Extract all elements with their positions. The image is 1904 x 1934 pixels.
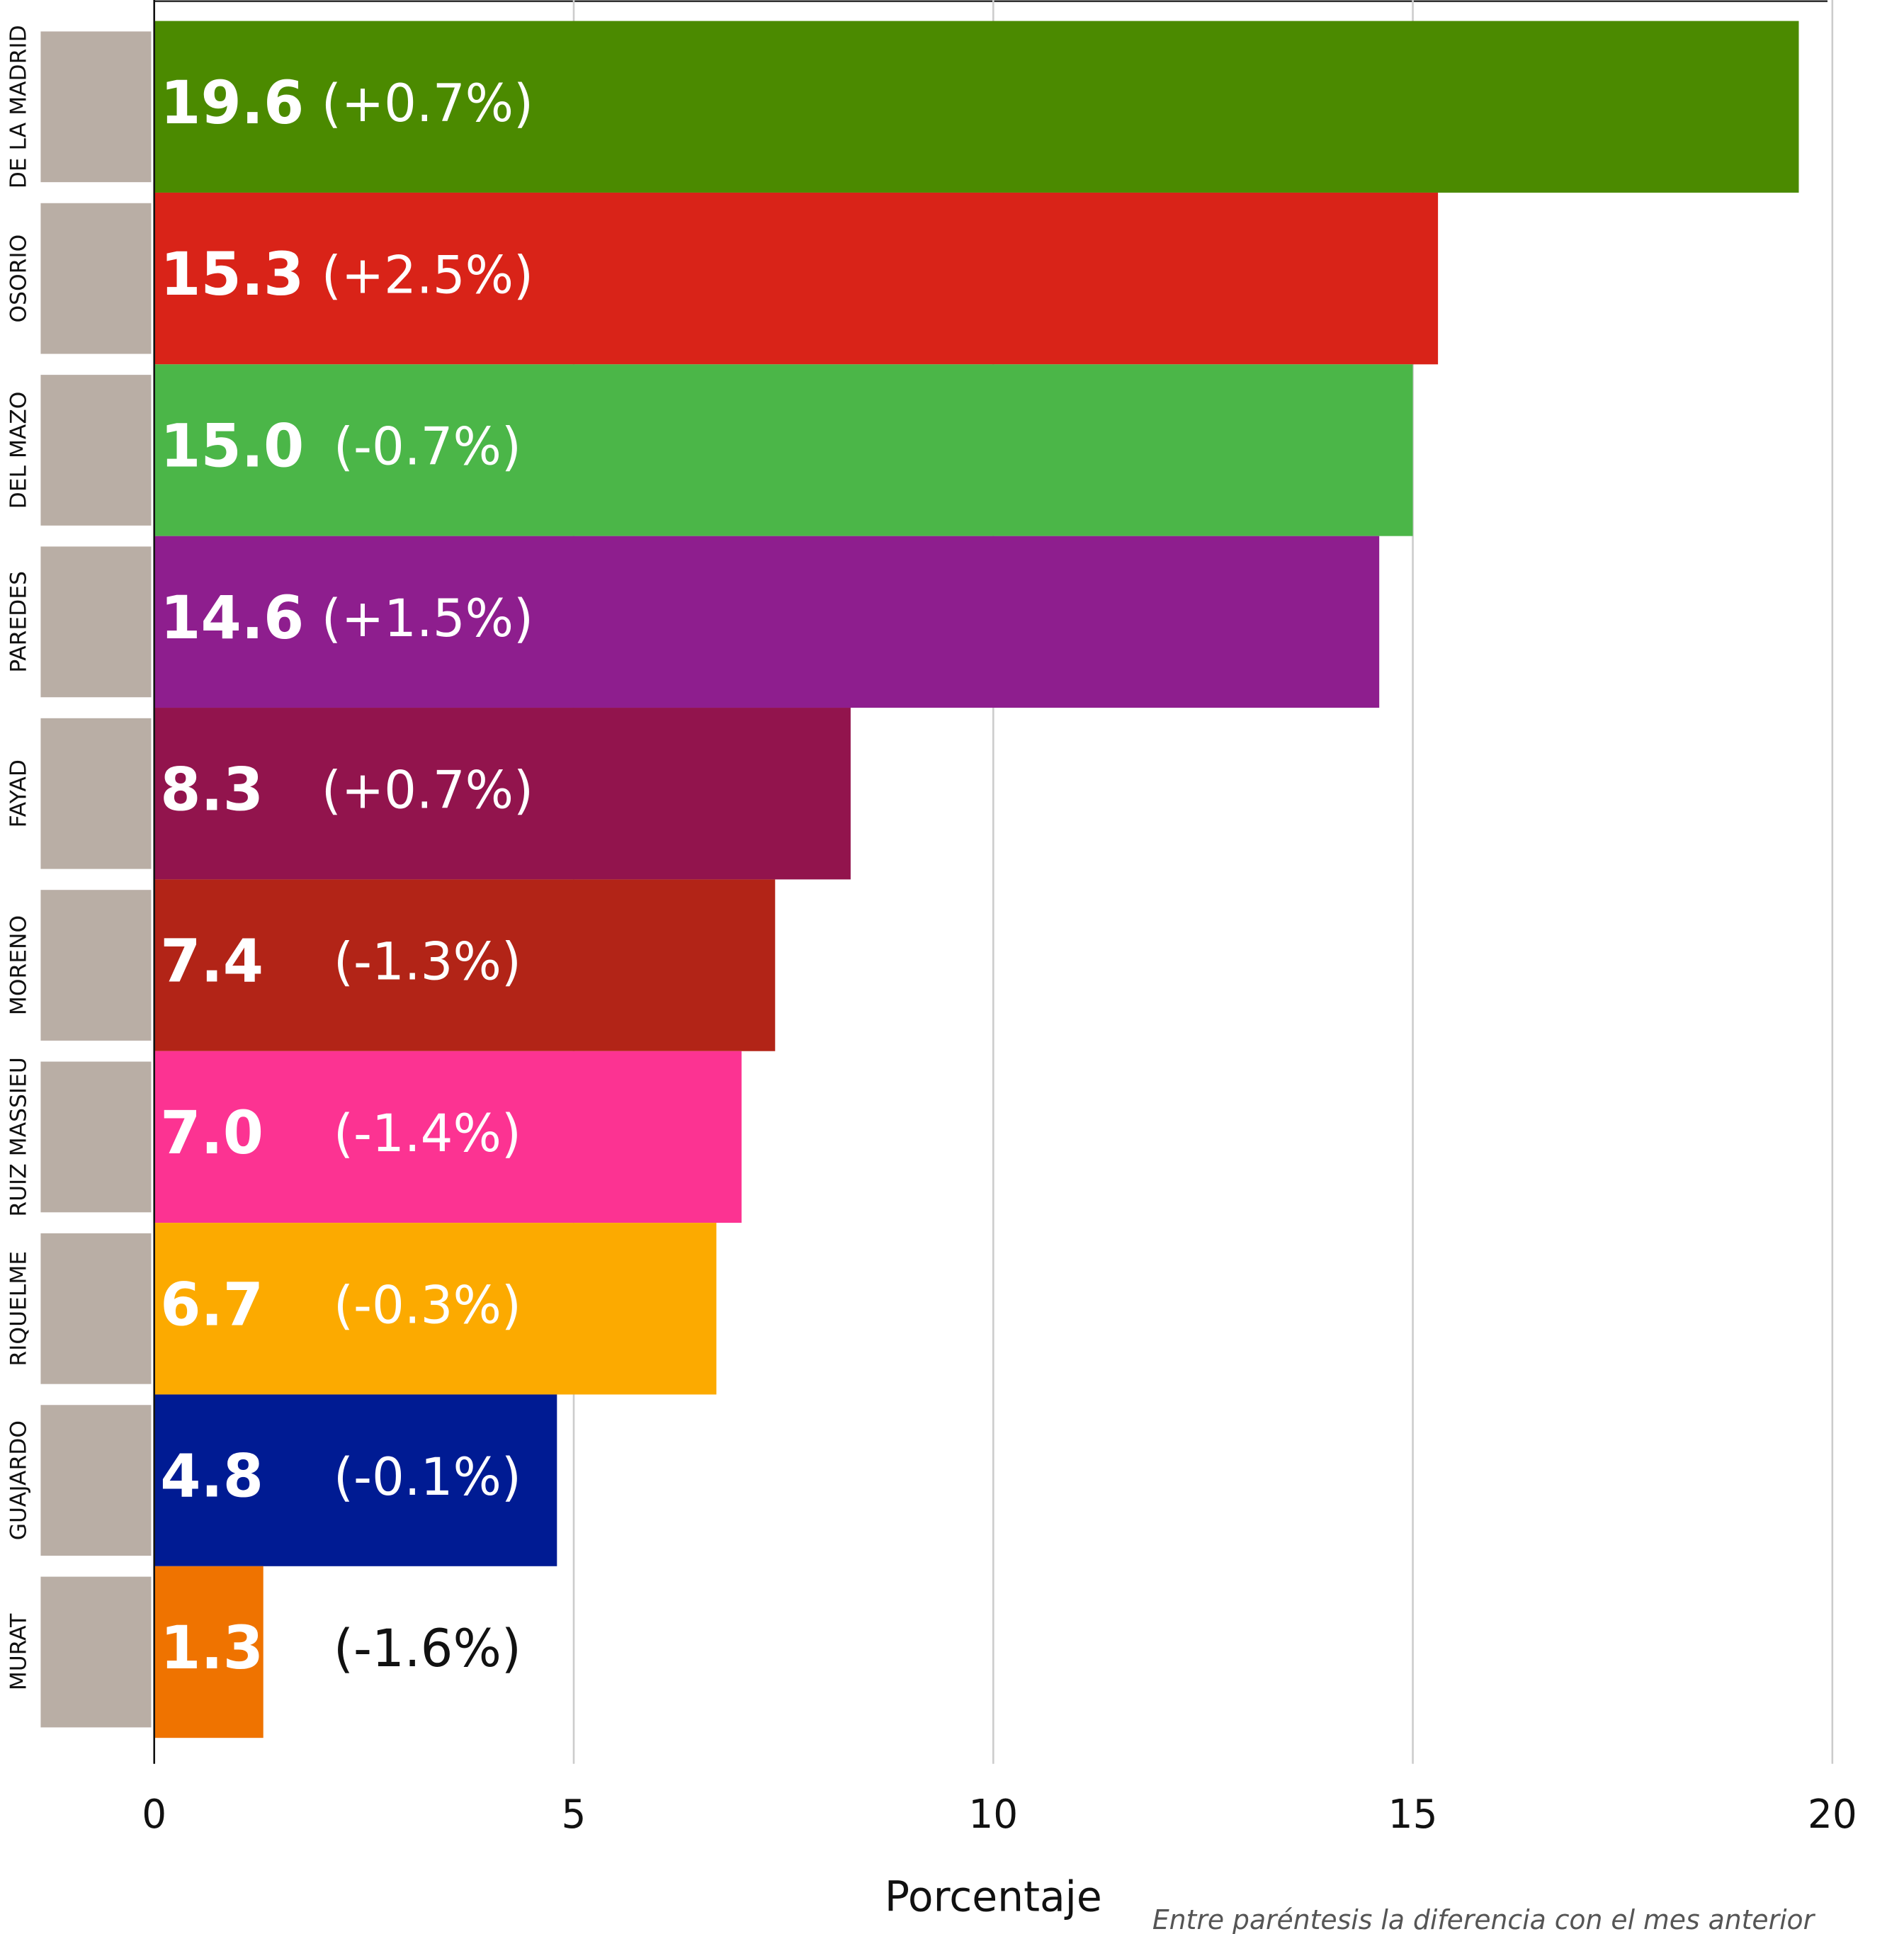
x-tick-label: 5 [562,1792,586,1838]
x-tick-label: 0 [142,1792,166,1838]
photo [39,373,153,527]
value-label: 6.7 [160,1270,264,1340]
value-label: 19.6 [160,68,304,137]
photo [39,1060,153,1214]
change-label: (-1.3%) [334,932,521,993]
change-label: (+0.7%) [322,761,533,821]
bar [154,192,1439,365]
value-label: 8.3 [160,755,264,825]
bar [154,364,1413,536]
bar [154,1566,264,1738]
x-tick-label: 15 [1388,1792,1438,1838]
bar [154,708,851,880]
value-label: 15.3 [160,240,304,310]
value-label: 15.0 [160,412,304,481]
value-label: 1.3 [160,1614,264,1683]
change-label: (+0.7%) [322,74,533,134]
y-tick-label: DEL MAZO [6,392,32,509]
change-label: (-1.6%) [334,1619,521,1680]
photo [39,1232,153,1386]
y-tick-label: FAYAD [6,759,32,827]
y-tick-label: OSORIO [6,234,32,323]
change-label: (-0.1%) [334,1447,521,1508]
bar [154,1051,742,1223]
change-label: (-1.4%) [334,1104,521,1165]
bar [154,1394,557,1566]
change-label: (-0.3%) [334,1276,521,1336]
photo [39,1575,153,1729]
photo [39,888,153,1042]
change-label: (+1.5%) [322,589,533,650]
photo [39,202,153,356]
value-label: 4.8 [160,1442,264,1511]
x-tick-label: 20 [1808,1792,1857,1838]
value-label: 14.6 [160,583,304,652]
bar [154,536,1380,708]
x-tick-label: 10 [968,1792,1018,1838]
y-tick-label: GUAJARDO [6,1420,32,1540]
bar [154,1223,717,1395]
bar [154,21,1799,193]
value-label: 7.0 [160,1098,264,1167]
value-label: 7.4 [160,927,264,996]
y-tick-label: PAREDES [6,571,32,673]
photo [39,1403,153,1557]
note: Entre paréntesis la diferencia con el me… [1152,1904,1816,1934]
y-tick-label: MURAT [6,1613,32,1691]
y-tick-label: RIQUELME [6,1251,32,1367]
photo [39,717,153,871]
y-tick-label: MORENO [6,915,32,1015]
photo [39,30,153,183]
y-tick-label: RUIZ MASSIEU [6,1057,32,1216]
change-label: (+2.5%) [322,246,533,306]
photo [39,545,153,699]
y-tick-label: DE LA MADRID [6,25,32,188]
x-axis-label: Porcentaje [885,1872,1102,1921]
change-label: (-0.7%) [334,417,521,477]
bar [154,879,776,1051]
